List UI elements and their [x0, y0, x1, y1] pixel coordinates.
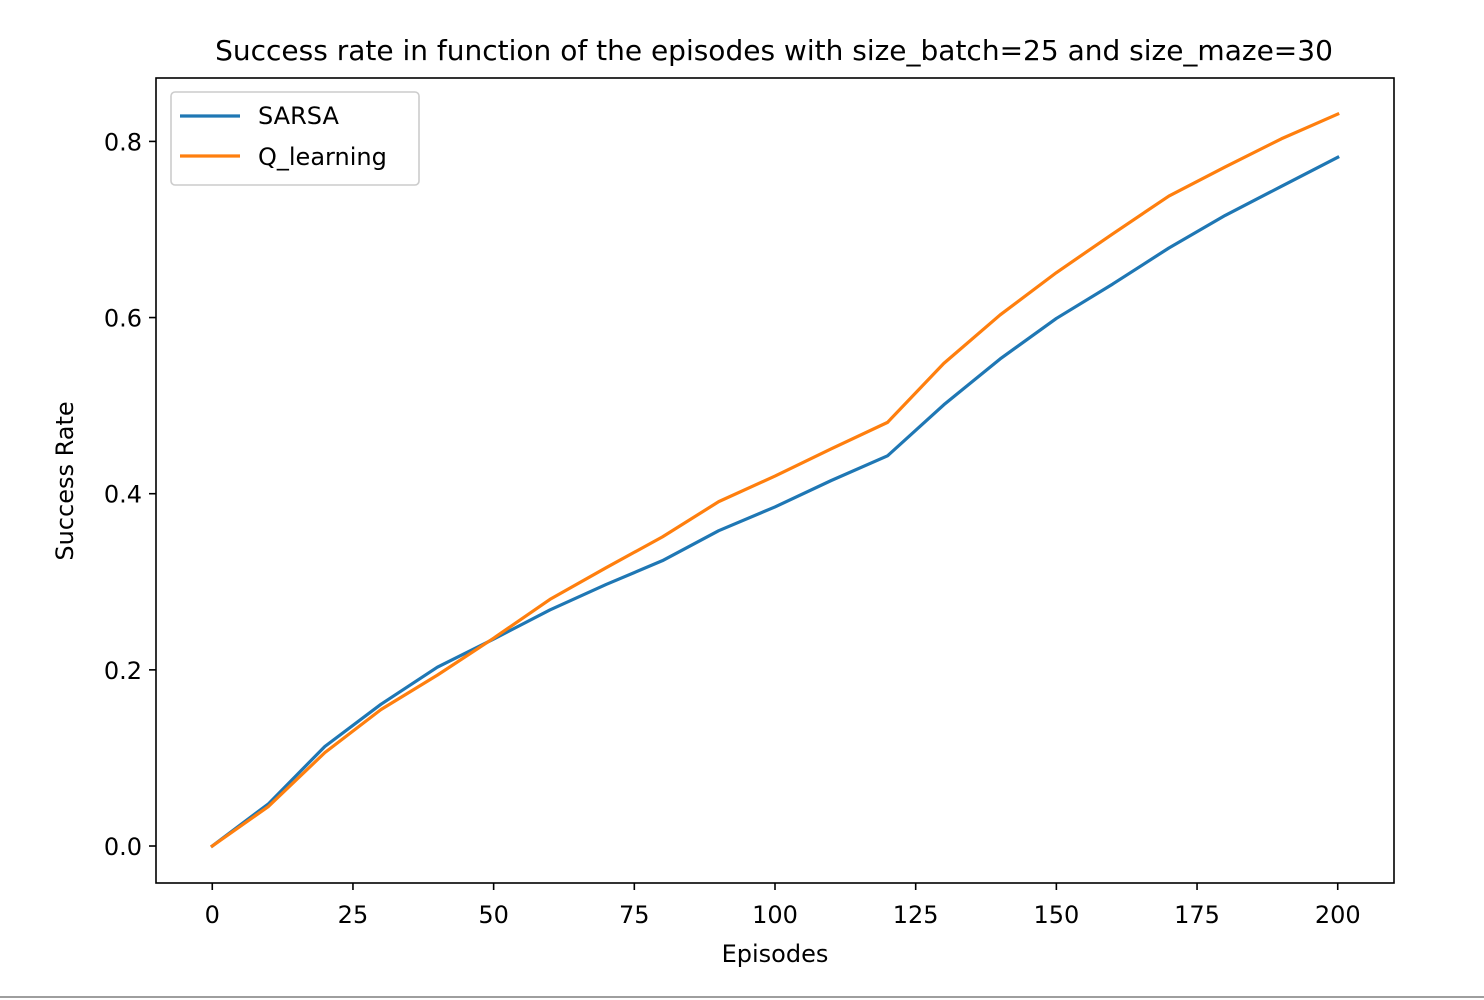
- x-tick-label: 50: [478, 901, 509, 929]
- y-axis: 0.0 0.2 0.4 0.6 0.8: [104, 128, 156, 861]
- x-axis-label: Episodes: [722, 940, 829, 968]
- window-bottom-border: [0, 996, 1484, 998]
- y-tick-label: 0.4: [104, 481, 142, 509]
- plot-area: [155, 77, 1395, 884]
- x-tick-label: 100: [752, 901, 798, 929]
- y-tick-label: 0.8: [104, 128, 142, 156]
- x-tick-label: 25: [338, 901, 369, 929]
- x-tick-label: 75: [619, 901, 650, 929]
- y-tick-label: 0.0: [104, 833, 142, 861]
- x-tick-label: 0: [205, 901, 220, 929]
- series-line-sarsa: [210, 155, 1340, 849]
- x-axis: 0 25 50 75 100 125 150 175 200: [205, 883, 1361, 929]
- x-tick-label: 200: [1315, 901, 1361, 929]
- axes-frame: [155, 77, 1395, 884]
- y-tick-label: 0.6: [104, 305, 142, 333]
- legend: SARSA Q_learning: [170, 91, 420, 186]
- legend-label-q-learning: Q_learning: [258, 143, 387, 171]
- x-tick-label: 150: [1033, 901, 1079, 929]
- series-line-q-learning: [210, 112, 1340, 849]
- x-tick-label: 175: [1174, 901, 1220, 929]
- x-tick-label: 125: [893, 901, 939, 929]
- y-axis-label: Success Rate: [51, 401, 79, 560]
- legend-label-sarsa: SARSA: [258, 102, 339, 130]
- y-tick-label: 0.2: [104, 657, 142, 685]
- series-layer: [210, 112, 1340, 849]
- chart-title: Success rate in function of the episodes…: [215, 34, 1333, 67]
